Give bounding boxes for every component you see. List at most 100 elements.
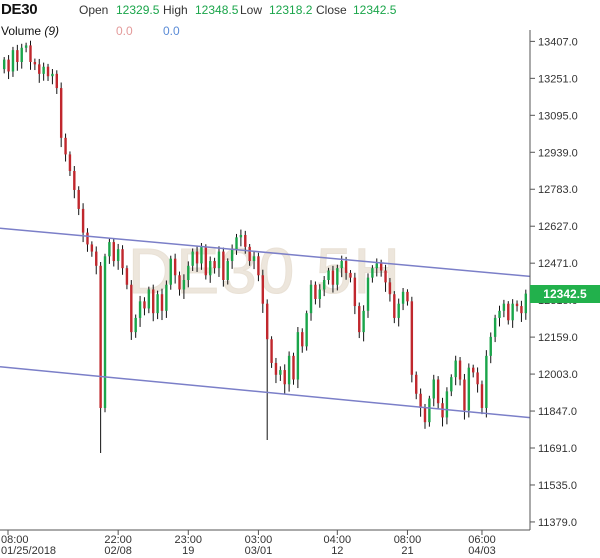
candle-up	[467, 367, 471, 411]
candle-down	[349, 272, 352, 278]
candle-down	[406, 291, 409, 302]
y-tick-label: 12939.0	[538, 147, 578, 159]
candle-up	[24, 45, 28, 48]
x-tick-time: 04:00	[324, 534, 352, 546]
x-tick-time: 22:00	[104, 534, 132, 546]
candle-up	[428, 398, 431, 423]
y-tick-label: 11535.0	[538, 480, 577, 492]
candle-up	[340, 261, 343, 269]
candle-up	[187, 265, 190, 280]
y-tick-label: 12627.0	[538, 221, 578, 233]
candle-down	[265, 303, 269, 340]
candle-up	[42, 66, 45, 74]
candle-up	[371, 268, 374, 278]
candle-down	[38, 64, 41, 74]
candle-up	[362, 310, 365, 333]
candle-down	[33, 61, 37, 65]
high-value: 12348.5	[195, 3, 239, 17]
candle-up	[226, 261, 229, 280]
candle-up	[327, 270, 330, 280]
candle-up	[489, 336, 492, 356]
candle-up	[116, 249, 120, 262]
candle-up	[2, 59, 6, 70]
candle-down	[125, 268, 129, 285]
x-tick-date: 19	[182, 545, 194, 557]
symbol-label: DE30	[1, 1, 38, 18]
open-value: 12329.5	[116, 3, 160, 17]
candle-down	[515, 303, 519, 307]
candle-up	[432, 379, 435, 399]
x-axis-ticks: 08:0001/25/201822:0002/0823:001903:0003/…	[1, 530, 496, 557]
x-tick-time: 06:00	[468, 534, 496, 546]
candle-down	[130, 284, 133, 333]
candle-down	[436, 379, 440, 404]
candle-up	[134, 317, 137, 333]
y-tick-label: 13095.0	[538, 110, 578, 122]
candle-down	[274, 362, 278, 375]
candle-down	[55, 73, 58, 89]
candle-up	[397, 303, 400, 318]
candle-down	[64, 137, 67, 155]
candle-up	[165, 284, 168, 311]
candle-up	[375, 263, 378, 269]
candle-up	[138, 301, 142, 318]
candle-down	[244, 234, 247, 247]
candle-up	[309, 284, 313, 314]
candle-up	[322, 280, 326, 290]
candle-down	[143, 301, 146, 309]
candle-down	[46, 66, 50, 77]
candle-down	[393, 294, 396, 318]
candle-up	[493, 317, 497, 337]
y-tick-label: 11847.0	[538, 406, 577, 418]
candle-up	[182, 280, 186, 290]
candle-up	[498, 310, 501, 318]
x-tick-date: 02/08	[104, 545, 132, 557]
candle-down	[73, 170, 76, 190]
candle-down	[441, 403, 444, 418]
channel-lines	[0, 227, 531, 419]
candle-up	[191, 251, 194, 266]
candle-down	[95, 251, 98, 266]
candle-down	[121, 249, 124, 269]
channel-upper-line[interactable]	[0, 227, 531, 278]
candle-up	[511, 303, 514, 321]
x-tick-time: 03:00	[245, 534, 273, 546]
y-tick-label: 12159.0	[538, 332, 578, 344]
candle-up	[296, 332, 300, 380]
candle-down	[77, 189, 80, 209]
candle-down	[160, 294, 164, 311]
candle-down	[353, 277, 357, 307]
candle-down	[314, 284, 317, 299]
candle-down	[90, 244, 94, 252]
candle-up	[336, 268, 339, 285]
x-tick-time: 08:00	[1, 534, 29, 546]
candle-down	[213, 261, 216, 269]
candle-down	[283, 370, 286, 385]
x-tick-time: 23:00	[175, 534, 203, 546]
chart-watermark: DE30 5H	[128, 235, 402, 307]
candle-up	[502, 303, 506, 311]
candle-down	[178, 275, 181, 290]
candle-up	[450, 377, 453, 392]
last-price-box: 12342.5	[530, 284, 600, 303]
candle-down	[472, 367, 475, 373]
candle-down	[415, 374, 418, 394]
y-tick-label: 11379.0	[538, 517, 577, 529]
candle-down	[507, 303, 510, 321]
candle-up	[305, 313, 308, 347]
channel-lower-line[interactable]	[0, 366, 531, 419]
candle-down	[344, 261, 348, 273]
candle-down	[68, 154, 72, 171]
x-tick-date: 12	[331, 545, 343, 557]
candle-up	[108, 242, 111, 257]
candle-down	[222, 251, 225, 280]
candle-up	[252, 256, 256, 262]
close-label: Close	[316, 3, 347, 17]
candle-up	[11, 50, 15, 72]
candle-up	[230, 249, 234, 262]
volume-value-a: 0.0	[116, 24, 133, 38]
y-tick-label: 12003.0	[538, 369, 578, 381]
candle-up	[279, 370, 282, 375]
candle-down	[7, 59, 10, 72]
